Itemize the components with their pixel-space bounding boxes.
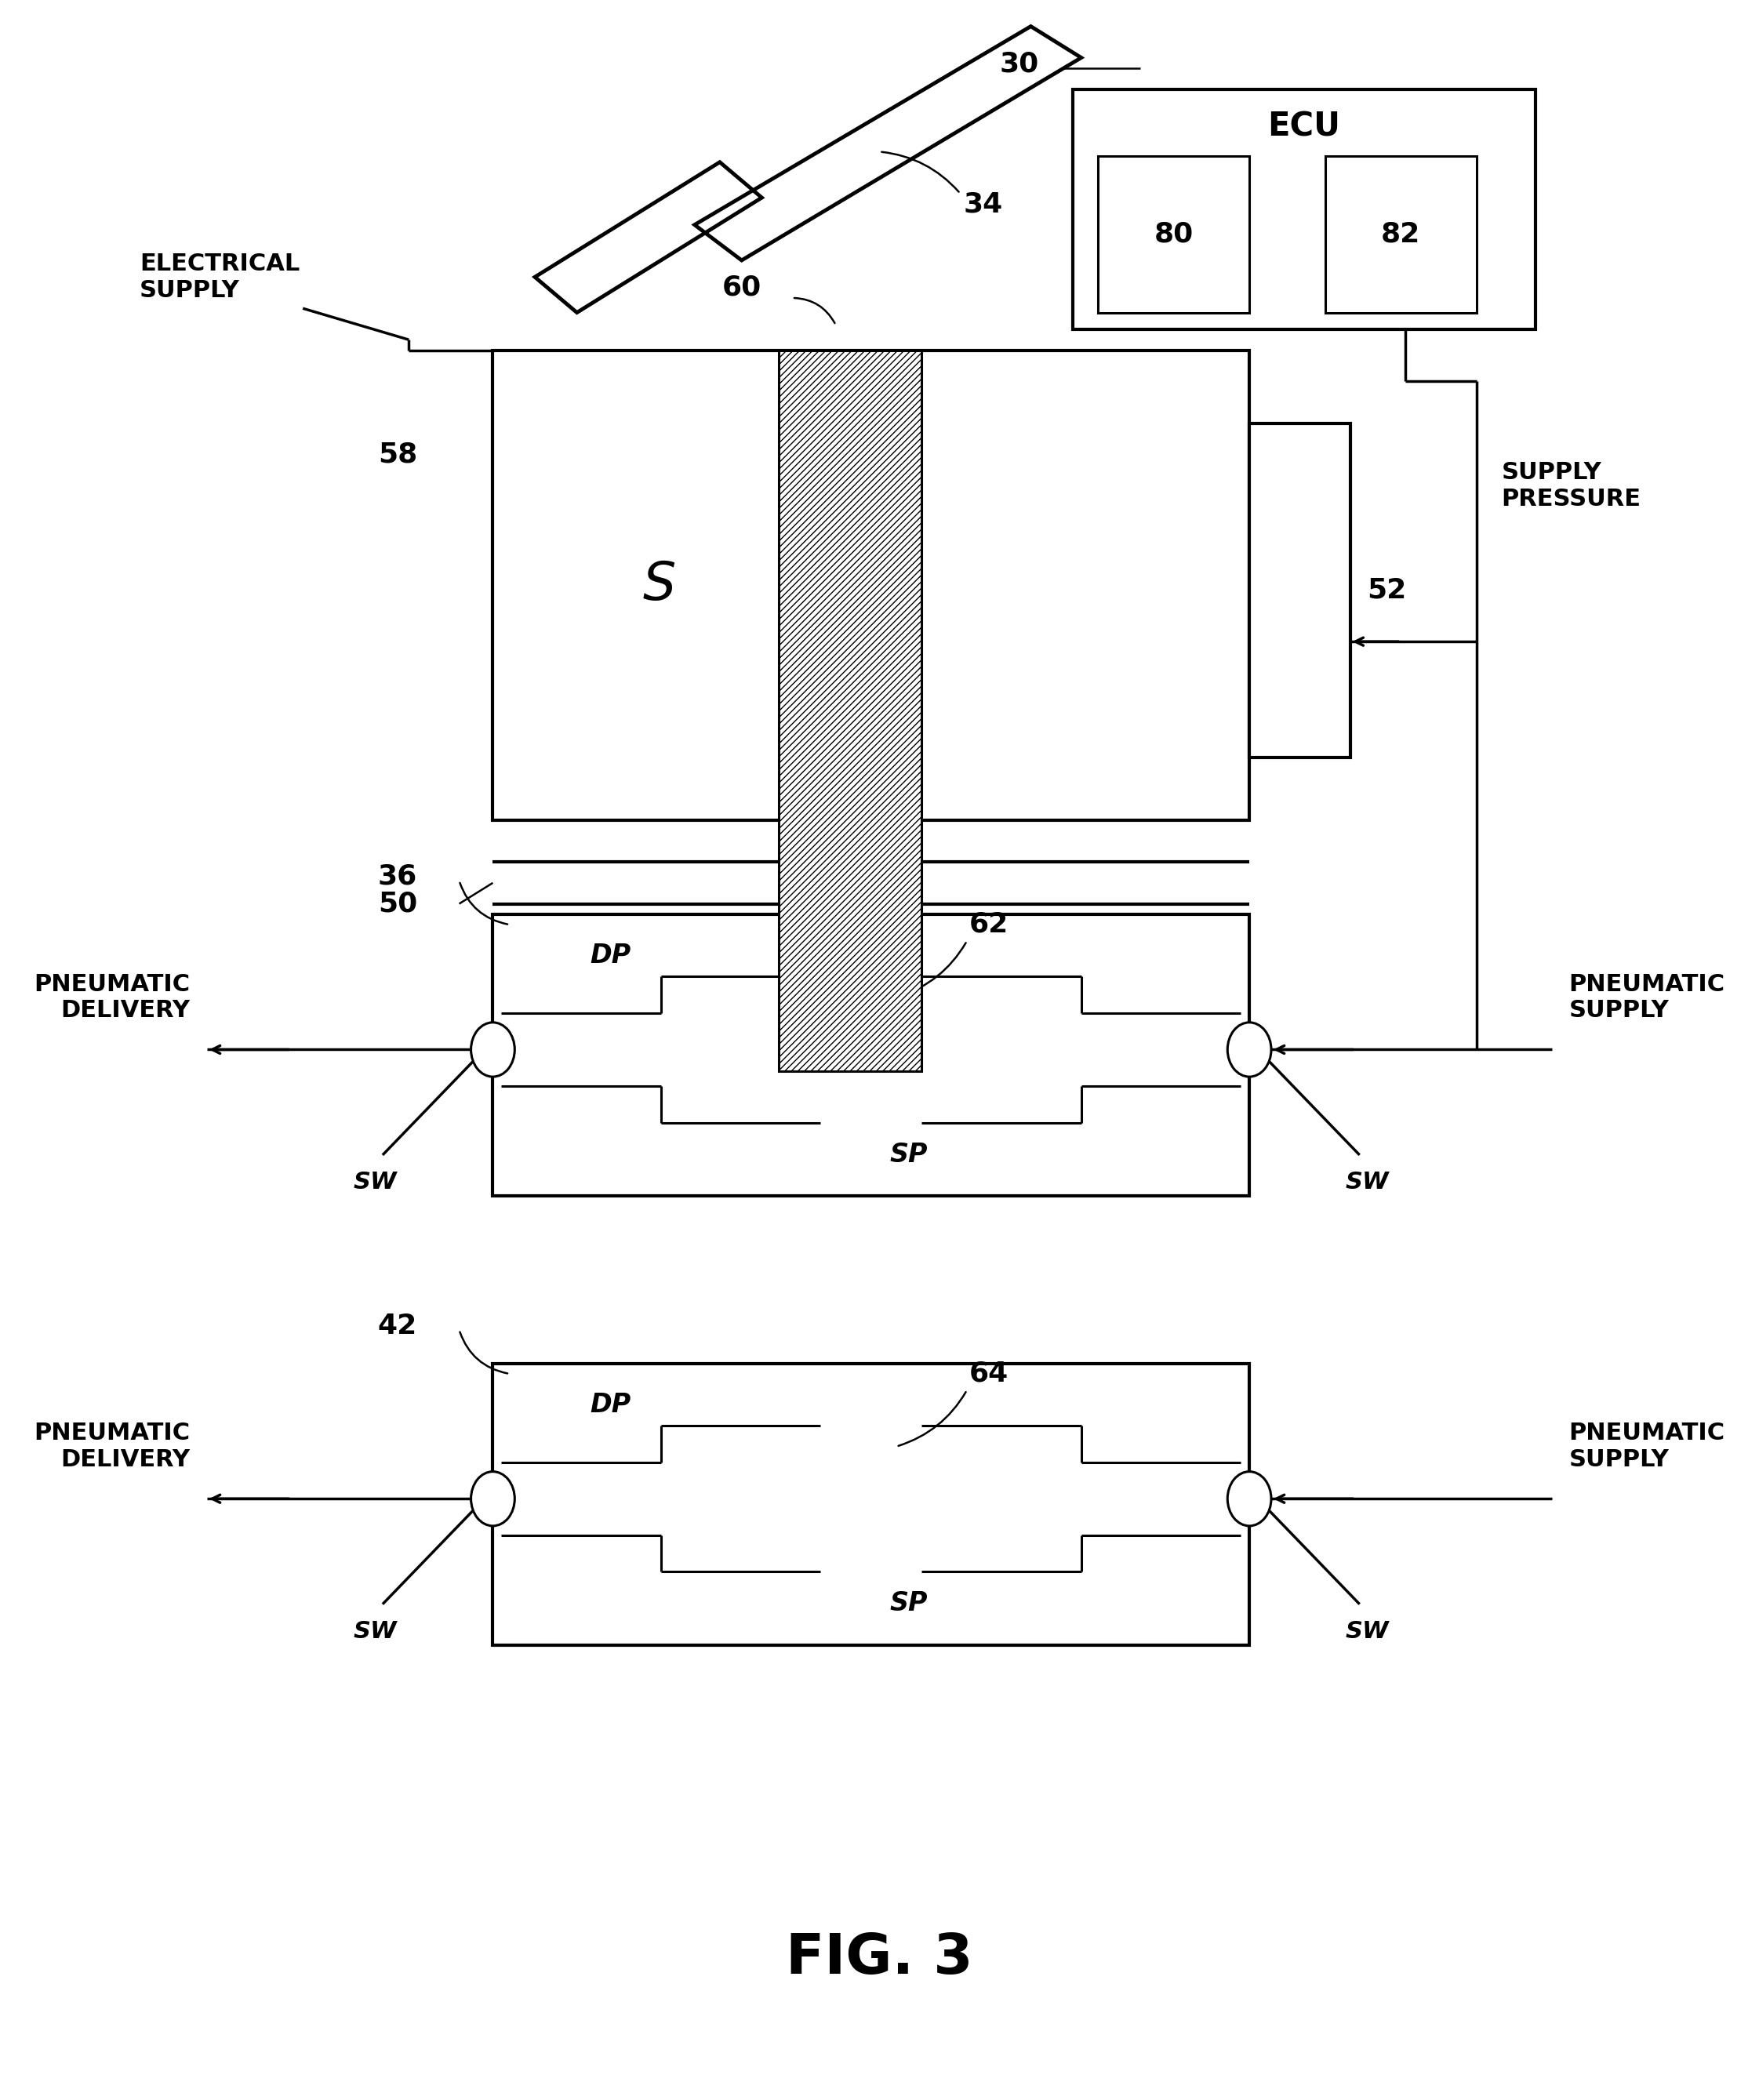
Text: 52: 52 xyxy=(1367,578,1407,603)
Text: PNEUMATIC
DELIVERY: PNEUMATIC DELIVERY xyxy=(33,1422,190,1472)
Text: PNEUMATIC
DELIVERY: PNEUMATIC DELIVERY xyxy=(33,972,190,1023)
Text: PNEUMATIC
SUPPLY: PNEUMATIC SUPPLY xyxy=(1569,1422,1726,1472)
Text: SW: SW xyxy=(354,1619,398,1642)
Text: 80: 80 xyxy=(1154,220,1193,248)
Bar xyxy=(493,914,1249,1197)
Text: S: S xyxy=(642,559,675,611)
Text: FIG. 3: FIG. 3 xyxy=(786,1932,973,1987)
Bar xyxy=(1325,155,1476,313)
Text: 58: 58 xyxy=(378,441,417,468)
Circle shape xyxy=(1228,1023,1272,1077)
Circle shape xyxy=(1228,1472,1272,1527)
Text: 60: 60 xyxy=(723,275,762,300)
Text: DP: DP xyxy=(589,1392,631,1418)
Bar xyxy=(493,351,1249,821)
Text: 34: 34 xyxy=(964,191,1003,216)
Text: SW: SW xyxy=(1346,1619,1390,1642)
Circle shape xyxy=(471,1472,515,1527)
Circle shape xyxy=(471,1023,515,1077)
Bar xyxy=(1098,155,1249,313)
Text: SP: SP xyxy=(890,1590,929,1617)
Text: PNEUMATIC
SUPPLY: PNEUMATIC SUPPLY xyxy=(1569,972,1726,1023)
Text: SW: SW xyxy=(354,1172,398,1193)
Text: SP: SP xyxy=(890,1142,929,1168)
Text: 64: 64 xyxy=(969,1361,1008,1386)
Text: SW: SW xyxy=(1346,1172,1390,1193)
Text: ECU: ECU xyxy=(1268,109,1340,143)
Bar xyxy=(1249,424,1351,758)
Text: 50: 50 xyxy=(378,890,417,918)
Bar xyxy=(1073,88,1536,330)
Text: 82: 82 xyxy=(1381,220,1420,248)
Text: SUPPLY
PRESSURE: SUPPLY PRESSURE xyxy=(1502,462,1641,510)
Text: 62: 62 xyxy=(969,911,1008,937)
Text: 30: 30 xyxy=(999,50,1040,78)
Text: 36: 36 xyxy=(378,863,417,890)
Bar xyxy=(779,351,922,1071)
Text: DP: DP xyxy=(589,943,631,968)
Bar xyxy=(493,1363,1249,1646)
Text: 42: 42 xyxy=(378,1312,417,1340)
Text: ELECTRICAL
SUPPLY: ELECTRICAL SUPPLY xyxy=(139,252,301,302)
